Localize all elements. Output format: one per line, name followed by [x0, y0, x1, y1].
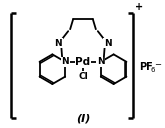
Text: Pd: Pd	[75, 57, 91, 67]
Text: N: N	[97, 57, 105, 66]
Text: N: N	[104, 39, 112, 47]
Text: PF: PF	[139, 62, 153, 72]
Text: N: N	[54, 39, 62, 47]
Text: Cl: Cl	[78, 72, 88, 81]
Text: +: +	[135, 2, 144, 12]
Text: 6: 6	[150, 67, 155, 73]
Text: (I): (I)	[76, 113, 90, 123]
Text: N: N	[61, 57, 69, 66]
Text: −: −	[154, 60, 161, 69]
